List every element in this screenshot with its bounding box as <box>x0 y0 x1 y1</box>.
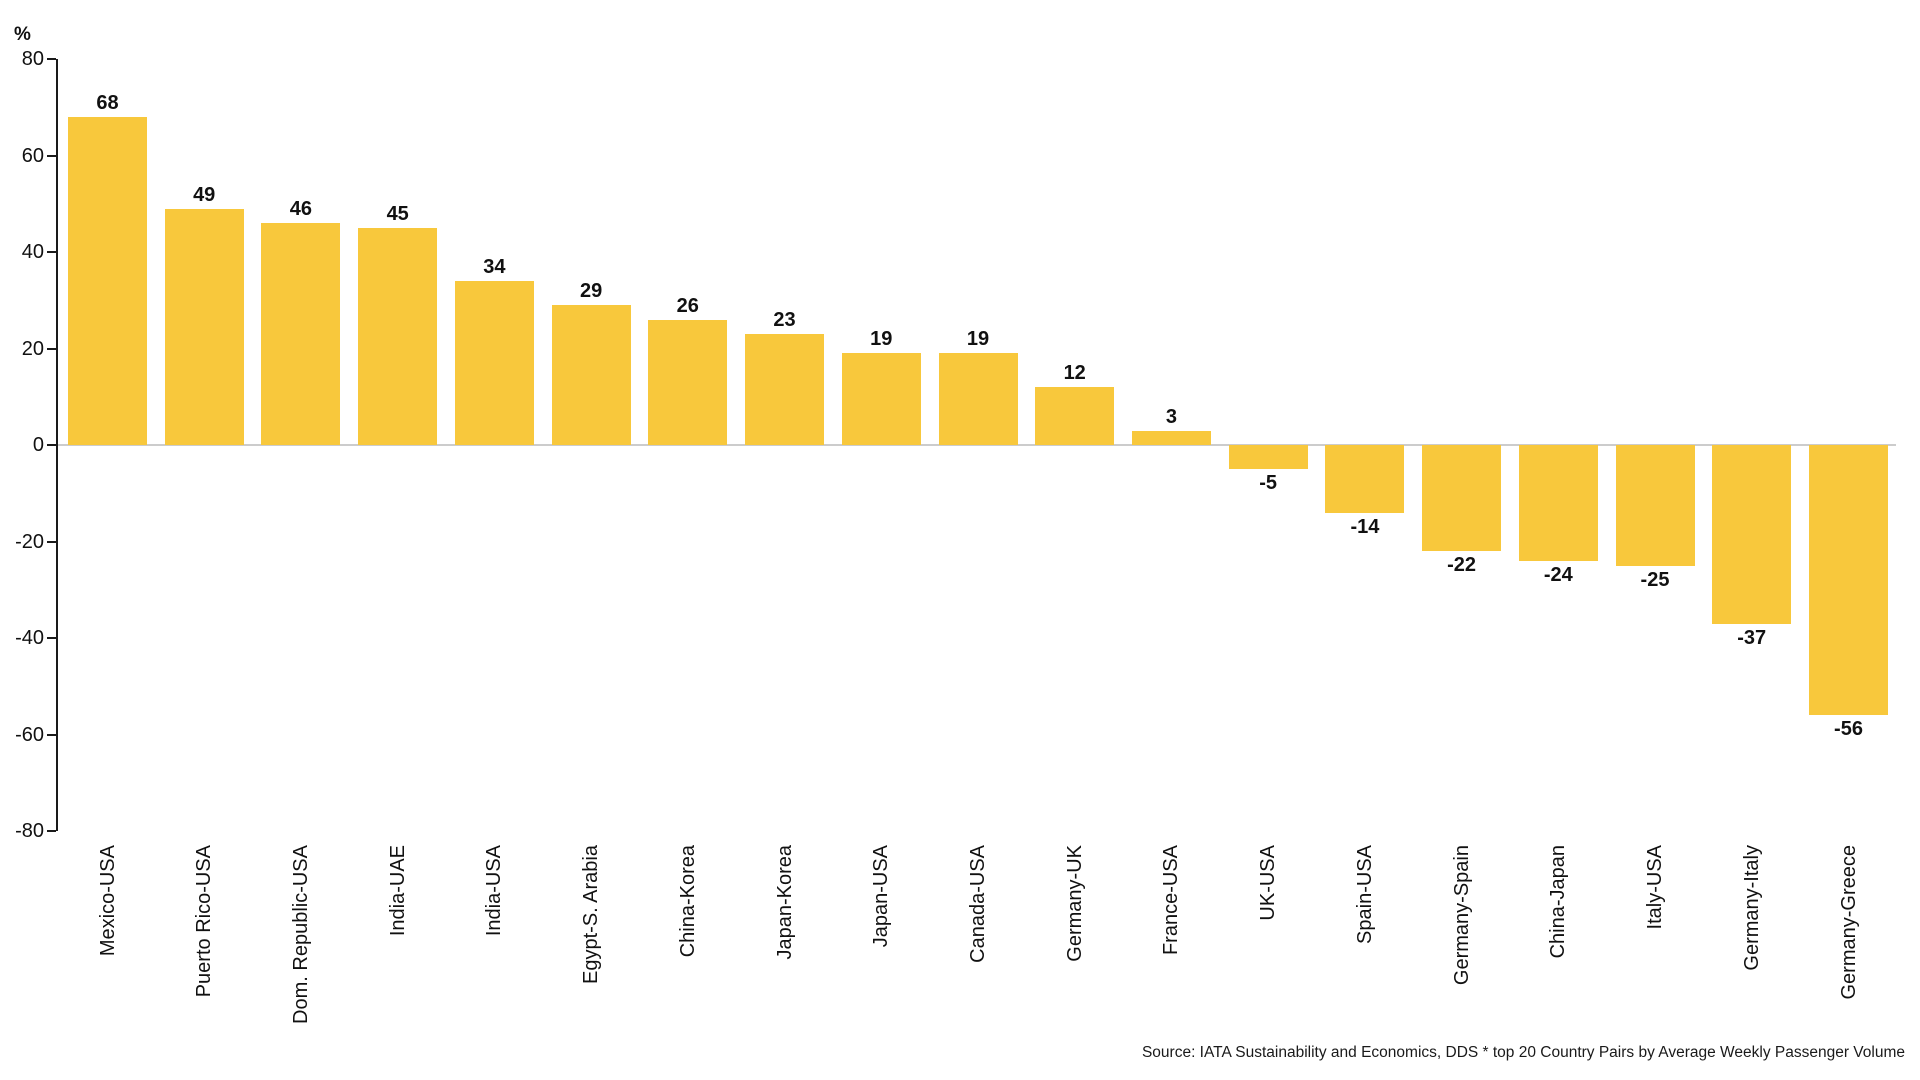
bar-japan-korea <box>745 334 824 445</box>
x-category-label-uk-usa: UK-USA <box>1257 845 1280 921</box>
x-category-label-china-korea: China-Korea <box>676 845 699 958</box>
bar-spain-usa <box>1325 445 1405 513</box>
bar-value-italy-usa: -25 <box>1640 568 1670 591</box>
source-note: Source: IATA Sustainability and Economic… <box>1141 1044 1905 1061</box>
x-category-label-france-usa: France-USA <box>1160 845 1183 956</box>
bar-value-germany-spain: -22 <box>1447 554 1477 577</box>
bar-egypt-s-arabia <box>551 305 631 445</box>
bar-value-uk-usa: -5 <box>1259 472 1277 495</box>
y-tick-mark--20 <box>47 540 56 543</box>
bar-value-egypt-s-arabia: 29 <box>579 280 603 303</box>
bar-value-canada-usa: 19 <box>966 328 990 351</box>
bar-france-usa <box>1131 430 1211 445</box>
x-category-label-egypt-s-arabia: Egypt-S. Arabia <box>580 845 603 984</box>
y-tick-label-80: 80 <box>21 48 44 70</box>
x-category-label-china-japan: China-Japan <box>1547 845 1570 959</box>
bar-mexico-usa <box>68 116 147 445</box>
x-category-label-italy-usa: Italy-USA <box>1644 845 1666 930</box>
y-axis-unit-label: % <box>14 24 31 45</box>
bar-value-india-usa: 34 <box>483 255 506 278</box>
x-category-label-canada-usa: Canada-USA <box>967 845 989 963</box>
x-category-label-germany-uk: Germany-UK <box>1063 845 1086 962</box>
bar-japan-usa <box>841 353 921 445</box>
y-tick-mark--80 <box>47 830 56 832</box>
x-category-label-puerto-rico-usa: Puerto Rico-USA <box>193 845 216 998</box>
bar-value-spain-usa: -14 <box>1350 515 1380 538</box>
bar-germany-uk <box>1035 387 1115 445</box>
bar-value-japan-korea: 23 <box>773 309 796 331</box>
bar-dom-republic-usa <box>261 223 341 445</box>
y-tick-label-60: 60 <box>21 144 44 167</box>
x-category-label-india-usa: India-USA <box>483 845 506 937</box>
bar-china-korea <box>648 319 728 446</box>
y-tick-mark-0 <box>47 444 56 446</box>
bar-value-mexico-usa: 68 <box>96 91 119 114</box>
y-tick-label--40: -40 <box>15 627 44 649</box>
y-tick-mark--40 <box>47 637 56 639</box>
y-tick-mark-80 <box>47 58 56 60</box>
x-category-label-japan-korea: Japan-Korea <box>773 845 796 960</box>
x-category-label-spain-usa: Spain-USA <box>1353 845 1376 944</box>
bar-germany-spain <box>1422 445 1502 552</box>
bar-value-puerto-rico-usa: 49 <box>193 183 216 206</box>
y-tick-label-40: 40 <box>21 241 44 263</box>
zero-baseline <box>58 444 1896 446</box>
bar-uk-usa <box>1228 445 1308 470</box>
y-tick-mark-20 <box>47 347 56 350</box>
y-axis-line <box>56 59 58 831</box>
y-tick-label--20: -20 <box>15 530 44 553</box>
bar-puerto-rico-usa <box>164 208 244 445</box>
x-category-label-germany-spain: Germany-Spain <box>1450 845 1473 986</box>
bar-value-france-usa: 3 <box>1165 405 1177 428</box>
bar-value-japan-usa: 19 <box>870 328 893 351</box>
bar-value-india-uae: 45 <box>386 202 409 225</box>
bar-value-china-japan: -24 <box>1543 563 1573 586</box>
y-tick-label--80: -80 <box>15 820 44 842</box>
bar-value-dom-republic-usa: 46 <box>289 198 313 220</box>
bar-germany-greece <box>1809 445 1888 716</box>
y-tick-label-20: 20 <box>21 337 44 360</box>
bar-value-germany-greece: -56 <box>1834 718 1863 741</box>
bar-canada-usa <box>938 353 1018 445</box>
x-category-label-india-uae: India-UAE <box>386 845 409 937</box>
bar-italy-usa <box>1615 445 1695 566</box>
y-tick-label--60: -60 <box>15 723 44 746</box>
bar-germany-italy <box>1712 445 1792 624</box>
x-category-label-dom-republic-usa: Dom. Republic-USA <box>289 845 312 1024</box>
x-category-label-mexico-usa: Mexico-USA <box>96 845 119 957</box>
y-tick-mark-60 <box>47 154 56 157</box>
y-tick-mark--60 <box>47 733 56 736</box>
x-category-label-germany-greece: Germany-Greece <box>1837 845 1860 1000</box>
bar-india-usa <box>454 280 534 445</box>
bar-value-germany-italy: -37 <box>1737 626 1767 649</box>
bar-china-japan <box>1518 445 1598 561</box>
x-category-label-germany-italy: Germany-Italy <box>1740 845 1763 971</box>
bar-india-uae <box>358 227 438 445</box>
y-tick-mark-40 <box>47 251 56 253</box>
bar-value-germany-uk: 12 <box>1063 362 1086 385</box>
x-category-label-japan-usa: Japan-USA <box>870 845 893 948</box>
y-tick-label-0: 0 <box>32 434 44 456</box>
bar-value-china-korea: 26 <box>676 294 699 317</box>
